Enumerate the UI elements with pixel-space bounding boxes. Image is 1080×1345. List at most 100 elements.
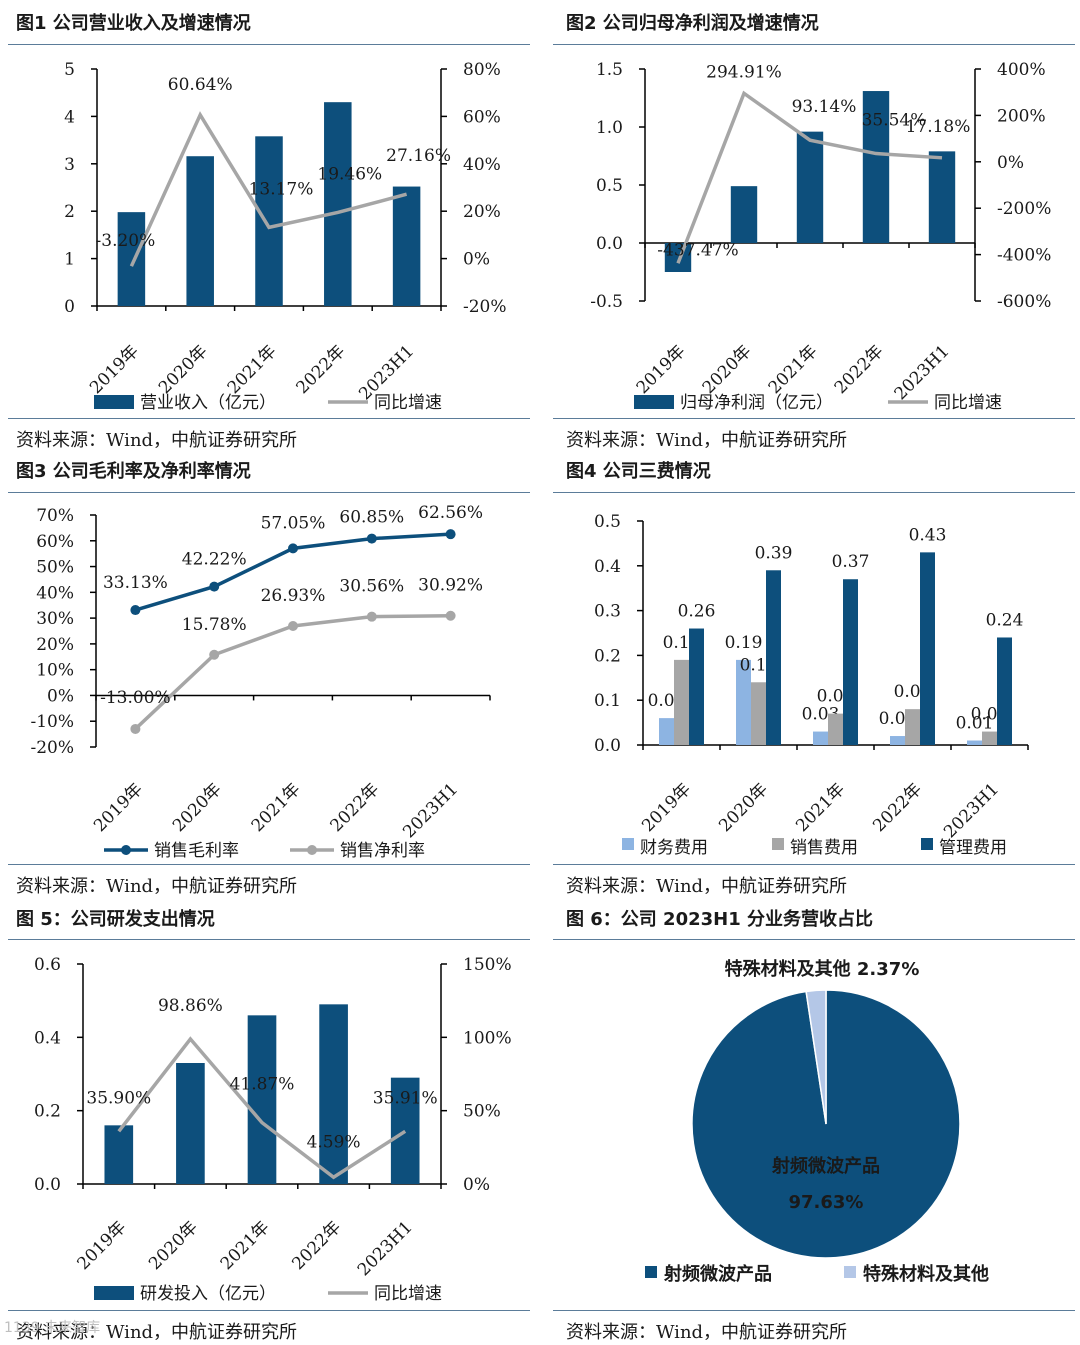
fig5-legend-line-label: 同比增速 [374,1284,442,1304]
fig5-growth-label: 35.91% [373,1088,438,1108]
fig5-growth-label: 41.87% [230,1075,295,1095]
fig2-category-label: 2022年 [831,341,888,398]
fig1-legend-line-label: 同比增速 [374,393,442,413]
fig1-ytick-label: 4 [64,107,75,127]
fig3-marker [445,529,456,540]
fig4-title: 图4 公司三费情况 [566,461,711,482]
fig4-data-label: 0.26 [678,602,716,622]
fig6-source: 资料来源：Wind，中航证券研究所 [566,1322,848,1343]
fig5-growth-label: 35.90% [86,1088,151,1108]
fig1-growth-label: 19.46% [317,164,382,184]
fig1-y2tick-label: 40% [463,155,501,175]
fig2-title: 图2 公司归母净利润及增速情况 [566,13,819,34]
fig1-growth-label: 27.16% [386,146,451,166]
fig5-y2tick-label: 150% [463,955,512,975]
fig1-top-rule [8,44,530,45]
fig2-growth-line [676,90,943,264]
fig4-bar-finance [967,740,982,745]
fig5-y2tick-label: 0% [463,1175,490,1195]
fig4-bar-admin [920,552,935,745]
fig5-bottom-rule [8,1310,530,1311]
fig5-source: 资料来源：Wind，中航证券研究所 [16,1322,298,1343]
fig5-ytick-label: 0.2 [34,1102,61,1122]
fig4-ytick-label: 0.1 [594,691,621,711]
fig3-category-label: 2020年 [169,779,226,836]
fig4-data-label: 0.01 [956,714,994,734]
fig3-ytick-label: 10% [36,661,74,681]
fig5-category-label: 2019年 [74,1217,131,1274]
fig4-bar-admin [997,637,1012,745]
fig4-bar-admin [689,628,704,745]
fig1-growth-label: 13.17% [249,179,314,199]
fig2-y2tick-label: -200% [997,199,1051,219]
fig3-data-label: 30.92% [418,576,483,596]
fig5-y2tick-label: 100% [463,1028,512,1048]
fig4-bar-finance [736,659,751,745]
fig2-category-label: 2021年 [765,341,822,398]
fig1-category-label: 2019年 [86,341,143,398]
fig4-bar-sales [905,709,920,745]
fig4-bar-finance [890,736,905,745]
fig2-ytick-label: 0.5 [596,176,623,196]
fig2-y2tick-label: 400% [997,60,1046,80]
fig4-legend-swatch [772,838,784,850]
fig5-ytick-label: 0.6 [34,955,61,975]
fig3-legend-label: 销售毛利率 [154,841,239,861]
fig3-ytick-label: 40% [36,583,74,603]
fig3-marker [288,621,298,632]
fig3-source: 资料来源：Wind，中航证券研究所 [16,876,298,897]
fig1-y2tick-label: 60% [463,107,501,127]
fig3-legend-marker [307,845,317,855]
fig6-legend-label-rf: 射频微波产品 [663,1263,772,1285]
fig3-marker [209,649,220,660]
fig1-ytick-label: 2 [64,202,75,222]
fig4-data-label: 0.43 [909,525,947,545]
fig1-y2tick-label: 0% [463,250,490,270]
fig3-ytick-label: 60% [36,532,74,552]
fig3-marker [209,581,220,592]
fig3-data-label: 42.22% [182,550,247,570]
fig4-ytick-label: 0.5 [594,512,621,532]
fig6-top-rule [553,939,1075,940]
fig3-legend-marker [121,845,131,855]
fig1-bar [324,102,352,307]
fig2-ytick-label: -0.5 [590,292,623,312]
fig6-legend-swatch-rf [645,1266,657,1278]
fig3-category-label: 2023H1 [399,779,462,842]
fig3-data-label: 60.85% [339,508,404,528]
fig5-y2tick-label: 50% [463,1102,501,1122]
fig1-ytick-label: 1 [64,250,75,270]
fig4-bar-finance [659,718,674,745]
fig2-bar [862,91,890,243]
fig1-legend-bar-label: 营业收入（亿元） [140,393,276,413]
fig2-growth-label: -437.47% [657,240,738,260]
fig2-legend-bar-label: 归母净利润（亿元） [680,393,833,413]
fig5-category-label: 2020年 [145,1217,202,1274]
fig2-growth-label: 294.91% [706,62,782,82]
fig5-bar [104,1125,134,1184]
fig5-category-label: 2023H1 [354,1217,417,1280]
fig5-ytick-label: 0.0 [34,1175,61,1195]
fig3-ytick-label: -20% [30,738,74,758]
fig5-bar [319,1004,348,1184]
fig3-ytick-label: 70% [36,506,74,526]
fig2-growth-label: 93.14% [792,97,857,117]
fig1-growth-line [129,111,408,267]
fig5-growth-label: 4.59% [307,1132,361,1152]
fig2-ytick-label: 0.0 [596,234,623,254]
fig4-ytick-label: 0.3 [594,602,621,622]
fig3-data-label: 57.05% [261,513,326,533]
fig4-category-label: 2023H1 [940,779,1003,842]
fig3-marker [288,543,298,554]
fig3-legend-label: 销售净利率 [340,841,425,861]
fig1-y2tick-label: 20% [463,202,501,222]
fig3-marker [130,605,141,616]
fig6-inner-value: 97.63% [789,1192,864,1213]
fig4-category-label: 2021年 [792,779,849,836]
fig4-ytick-label: 0.0 [594,736,621,756]
fig4-legend-label: 管理费用 [939,838,1007,858]
fig3-marker [130,723,141,734]
fig3-data-label: 33.13% [103,573,168,593]
fig4-data-label: 0.24 [986,610,1024,630]
